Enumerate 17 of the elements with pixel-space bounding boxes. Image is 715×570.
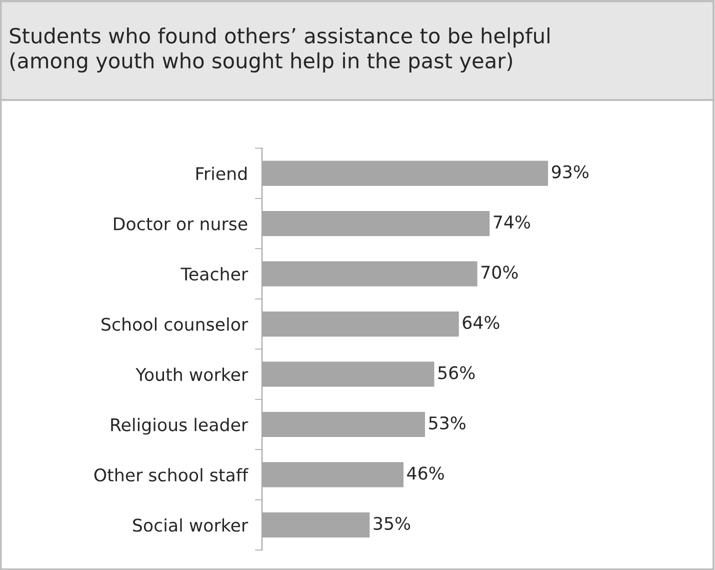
data-label: 93% bbox=[552, 165, 588, 178]
data-label: 70% bbox=[482, 266, 518, 279]
data-label: 56% bbox=[438, 366, 475, 380]
data-label: 53% bbox=[429, 416, 466, 430]
y-tick-label: Other school staff bbox=[94, 468, 248, 482]
y-tick-label: Religious leader bbox=[111, 418, 248, 435]
data-label: 35% bbox=[374, 516, 410, 530]
data-label: 46% bbox=[407, 466, 444, 480]
y-tick-label: Teacher bbox=[180, 267, 248, 281]
y-tick-label: Youth worker bbox=[136, 368, 248, 382]
data-label: 74% bbox=[494, 215, 530, 229]
data-label: 64% bbox=[462, 316, 500, 330]
chart-title: Students who found others’ assistance to be helpful (among youth who sought help in the past year) bbox=[10, 27, 550, 73]
y-tick-label: Friend bbox=[196, 166, 247, 180]
y-tick-label: School counselor bbox=[102, 317, 248, 331]
y-tick-label: Social worker bbox=[133, 518, 248, 532]
y-tick-label: Doctor or nurse bbox=[114, 217, 248, 230]
